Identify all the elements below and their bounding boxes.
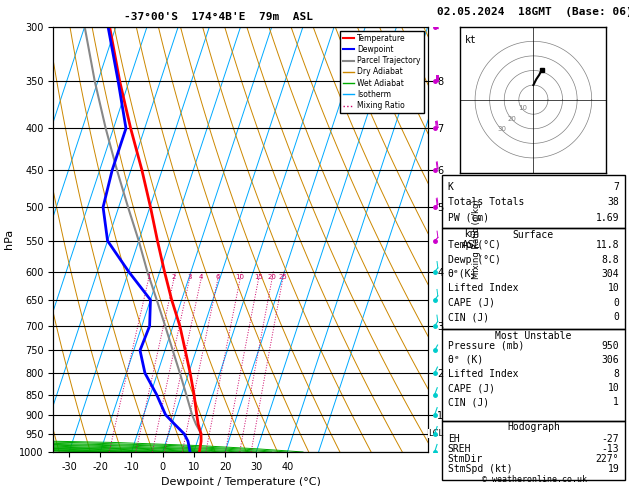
Text: 10: 10 <box>235 274 244 280</box>
Text: 02.05.2024  18GMT  (Base: 06): 02.05.2024 18GMT (Base: 06) <box>437 7 629 17</box>
Y-axis label: km
ASL: km ASL <box>462 228 481 250</box>
Text: StmDir: StmDir <box>448 454 483 464</box>
Text: kt: kt <box>465 35 477 46</box>
Text: 2: 2 <box>171 274 175 280</box>
Text: 11.8: 11.8 <box>596 240 619 250</box>
Text: -13: -13 <box>601 444 619 454</box>
Text: Temp (°C): Temp (°C) <box>448 240 501 250</box>
Text: 306: 306 <box>601 355 619 365</box>
Text: K: K <box>448 182 454 192</box>
Text: 0: 0 <box>613 312 619 322</box>
Text: 1: 1 <box>613 397 619 407</box>
Text: CAPE (J): CAPE (J) <box>448 383 494 393</box>
Bar <box>442 421 625 480</box>
Text: 227°: 227° <box>596 454 619 464</box>
Text: 1.69: 1.69 <box>596 213 619 223</box>
Text: Totals Totals: Totals Totals <box>448 197 524 208</box>
Text: 3: 3 <box>187 274 191 280</box>
Text: 10: 10 <box>608 283 619 294</box>
Text: 20: 20 <box>267 274 276 280</box>
Bar <box>442 329 625 421</box>
Text: 1: 1 <box>146 274 150 280</box>
Bar <box>442 228 625 329</box>
Text: -37°00'S  174°4B'E  79m  ASL: -37°00'S 174°4B'E 79m ASL <box>124 12 313 22</box>
Text: Dewp (°C): Dewp (°C) <box>448 255 501 264</box>
Text: © weatheronline.co.uk: © weatheronline.co.uk <box>482 474 587 484</box>
Text: 8.8: 8.8 <box>601 255 619 264</box>
Text: 25: 25 <box>278 274 287 280</box>
Text: Pressure (mb): Pressure (mb) <box>448 341 524 351</box>
Text: CIN (J): CIN (J) <box>448 397 489 407</box>
Text: Surface: Surface <box>513 230 554 240</box>
Text: 6: 6 <box>215 274 220 280</box>
Text: EH: EH <box>448 434 459 444</box>
Text: Mixing Ratio (g/kg): Mixing Ratio (g/kg) <box>472 200 481 279</box>
Text: Lifted Index: Lifted Index <box>448 369 518 379</box>
Text: 20: 20 <box>508 116 517 122</box>
Text: CAPE (J): CAPE (J) <box>448 298 494 308</box>
Text: θᵉ(K): θᵉ(K) <box>448 269 477 279</box>
Text: θᵉ (K): θᵉ (K) <box>448 355 483 365</box>
Text: 30: 30 <box>498 126 506 132</box>
Text: 4: 4 <box>199 274 203 280</box>
X-axis label: Dewpoint / Temperature (°C): Dewpoint / Temperature (°C) <box>160 477 321 486</box>
Text: 10: 10 <box>608 383 619 393</box>
Text: PW (cm): PW (cm) <box>448 213 489 223</box>
Text: Most Unstable: Most Unstable <box>495 331 572 341</box>
Text: 304: 304 <box>601 269 619 279</box>
Text: 7: 7 <box>613 182 619 192</box>
Text: 19: 19 <box>608 464 619 474</box>
Bar <box>442 175 625 228</box>
Text: SREH: SREH <box>448 444 471 454</box>
Text: 15: 15 <box>254 274 263 280</box>
Text: Hodograph: Hodograph <box>507 422 560 433</box>
Text: 8: 8 <box>613 369 619 379</box>
Text: -27: -27 <box>601 434 619 444</box>
Text: 0: 0 <box>613 298 619 308</box>
Text: Lifted Index: Lifted Index <box>448 283 518 294</box>
Legend: Temperature, Dewpoint, Parcel Trajectory, Dry Adiabat, Wet Adiabat, Isotherm, Mi: Temperature, Dewpoint, Parcel Trajectory… <box>340 31 424 113</box>
Text: 38: 38 <box>608 197 619 208</box>
Text: StmSpd (kt): StmSpd (kt) <box>448 464 512 474</box>
Text: LCL: LCL <box>428 429 443 438</box>
Y-axis label: hPa: hPa <box>4 229 14 249</box>
Text: 10: 10 <box>518 105 527 111</box>
Text: 950: 950 <box>601 341 619 351</box>
Text: CIN (J): CIN (J) <box>448 312 489 322</box>
